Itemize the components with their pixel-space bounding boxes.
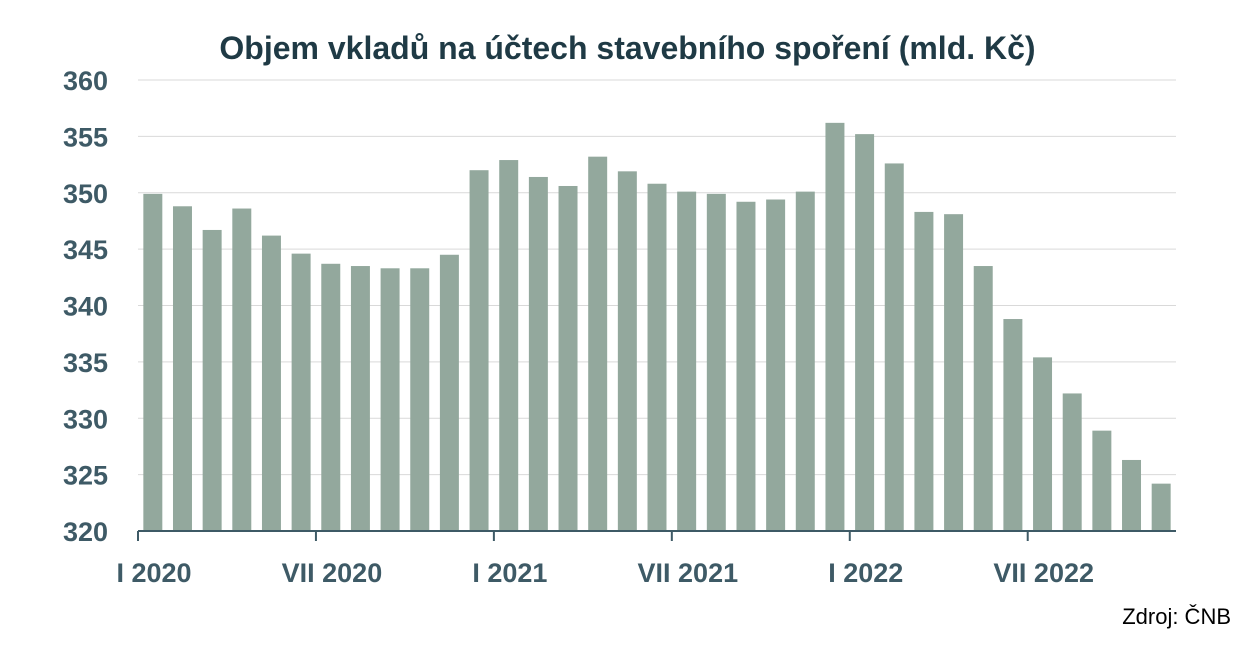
x-tick-label: I 2021 (472, 558, 547, 588)
bar (439, 254, 459, 531)
bar (647, 183, 667, 532)
y-tick-label: 350 (63, 179, 108, 209)
x-tick-label: I 2020 (116, 558, 191, 588)
x-tick-label: VII 2022 (993, 558, 1094, 588)
bar (706, 193, 726, 531)
bar (825, 122, 845, 531)
bar (795, 191, 815, 531)
y-tick-label: 355 (63, 122, 108, 152)
y-tick-label: 335 (63, 348, 108, 378)
bar (944, 214, 964, 532)
x-tick-label: I 2022 (828, 558, 903, 588)
bar (232, 208, 252, 531)
bar (528, 176, 548, 531)
y-tick-label: 360 (63, 66, 108, 96)
x-tick-label: VII 2021 (638, 558, 739, 588)
source-note: Zdroj: ČNB (1122, 604, 1231, 629)
bar (1122, 459, 1142, 531)
bar (558, 185, 578, 532)
bar (914, 211, 934, 532)
bar (499, 160, 519, 532)
y-tick-label: 330 (63, 404, 108, 434)
y-tick-label: 320 (63, 517, 108, 547)
bar (172, 206, 192, 531)
y-tick-label: 325 (63, 461, 108, 491)
bar (1033, 357, 1053, 531)
x-tick-label: VII 2020 (282, 558, 383, 588)
bar (1151, 483, 1171, 531)
bar (736, 201, 756, 531)
bar (973, 266, 993, 531)
bar (884, 163, 904, 531)
y-tick-label: 345 (63, 235, 108, 265)
bar (677, 191, 697, 531)
bar (1003, 319, 1023, 531)
bar (202, 229, 222, 531)
bar (143, 193, 163, 531)
bar (855, 134, 875, 531)
chart-title: Objem vkladů na účtech stavebního spořen… (219, 30, 1036, 66)
bar (380, 268, 400, 531)
bar (588, 156, 608, 532)
bar (469, 170, 489, 531)
bar (291, 253, 311, 531)
bar (766, 199, 786, 531)
bar (1062, 393, 1082, 531)
bar (321, 263, 341, 531)
bar (617, 171, 637, 531)
bar (410, 268, 430, 531)
bar (350, 266, 370, 531)
bar (1092, 430, 1112, 531)
y-tick-label: 340 (63, 292, 108, 322)
bar (261, 235, 281, 531)
